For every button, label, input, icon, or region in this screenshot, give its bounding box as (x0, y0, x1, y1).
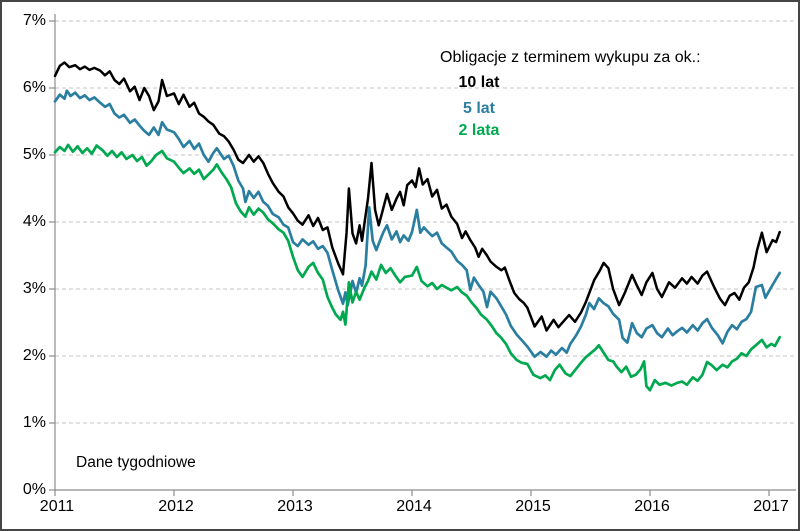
legend-entry-2-lata: 2 lata (458, 122, 500, 139)
x-tick-label-2012: 2012 (158, 498, 194, 515)
x-tick-label-2011: 2011 (39, 498, 75, 515)
series-line-5-lat (53, 89, 782, 359)
y-tick-label-6%: 6% (22, 79, 46, 96)
y-tick-label-3%: 3% (22, 280, 46, 297)
x-tick-label-2014: 2014 (396, 498, 432, 515)
frequency-annotation: Dane tygodniowe (76, 454, 196, 471)
y-tick-label-2%: 2% (22, 347, 46, 364)
series-line-10-lat (53, 61, 781, 332)
x-tick-label-2015: 2015 (515, 498, 551, 515)
y-tick-label-5%: 5% (22, 146, 46, 163)
y-tick-label-7%: 7% (22, 12, 46, 29)
legend-entry-10-lat: 10 lat (458, 74, 500, 91)
legend-entry-5-lat: 5 lat (462, 100, 495, 117)
x-tick-label-2016: 2016 (634, 498, 670, 515)
y-tick-label-0%: 0% (22, 481, 46, 498)
legend-title: Obligacje z terminem wykupu za ok.: (440, 49, 701, 66)
series-line-2-lata (53, 143, 782, 392)
x-tick-label-2017: 2017 (753, 498, 789, 515)
y-tick-label-1%: 1% (22, 414, 46, 431)
x-tick-label-2013: 2013 (277, 498, 313, 515)
y-tick-label-4%: 4% (22, 213, 46, 230)
